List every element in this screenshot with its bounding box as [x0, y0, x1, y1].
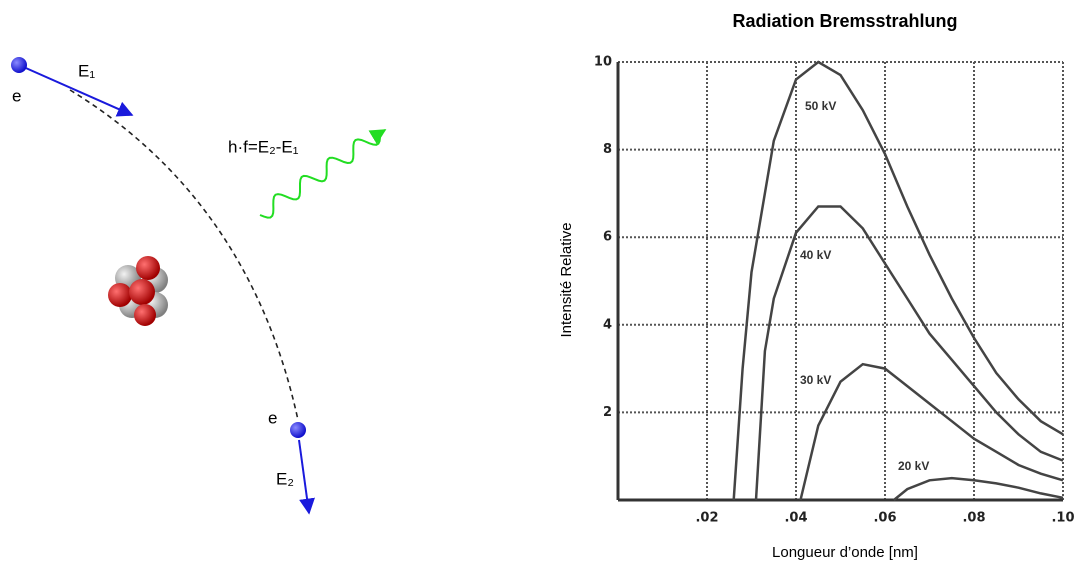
diagram: e E₁ h·f=E₂-E₁ e E₂ — [11, 57, 387, 515]
x-tick-label: .04 — [784, 511, 807, 526]
arrow — [298, 439, 315, 515]
chart-title: Radiation Bremsstrahlung — [732, 11, 957, 31]
series-label: 20 kV — [898, 459, 929, 473]
electron — [290, 422, 306, 438]
x-tick-label: .10 — [1051, 511, 1074, 526]
series-label: 30 kV — [800, 373, 831, 387]
x-tick-label: .08 — [962, 511, 985, 526]
line — [799, 362, 1064, 501]
photon — [259, 129, 387, 219]
line — [754, 205, 1064, 501]
arrow — [18, 64, 134, 117]
y-axis-label: Intensité Relative — [558, 222, 575, 337]
label: E₁ — [78, 61, 95, 80]
chart: Radiation Bremsstrahlung Longueur d’onde… — [558, 11, 1075, 561]
x-tick-label: .06 — [873, 511, 896, 526]
label: h·f=E₂-E₁ — [228, 137, 299, 156]
y-tick-label: 10 — [594, 55, 612, 70]
y-tick-label: 8 — [603, 142, 612, 157]
line — [732, 60, 1064, 501]
series-label: 50 kV — [805, 99, 836, 113]
label: e — [12, 86, 21, 105]
line — [893, 476, 1064, 501]
label: E₂ — [276, 469, 294, 488]
x-axis-label: Longueur d’onde [nm] — [772, 544, 918, 561]
x-tick-label: .02 — [695, 511, 718, 526]
electron — [11, 57, 27, 73]
series-label: 40 kV — [800, 248, 831, 262]
y-tick-label: 6 — [603, 230, 612, 245]
nucleus — [108, 256, 168, 326]
label: e — [268, 408, 277, 427]
electron-path — [69, 89, 299, 421]
y-tick-label: 2 — [603, 405, 612, 420]
y-tick-label: 4 — [603, 317, 612, 332]
